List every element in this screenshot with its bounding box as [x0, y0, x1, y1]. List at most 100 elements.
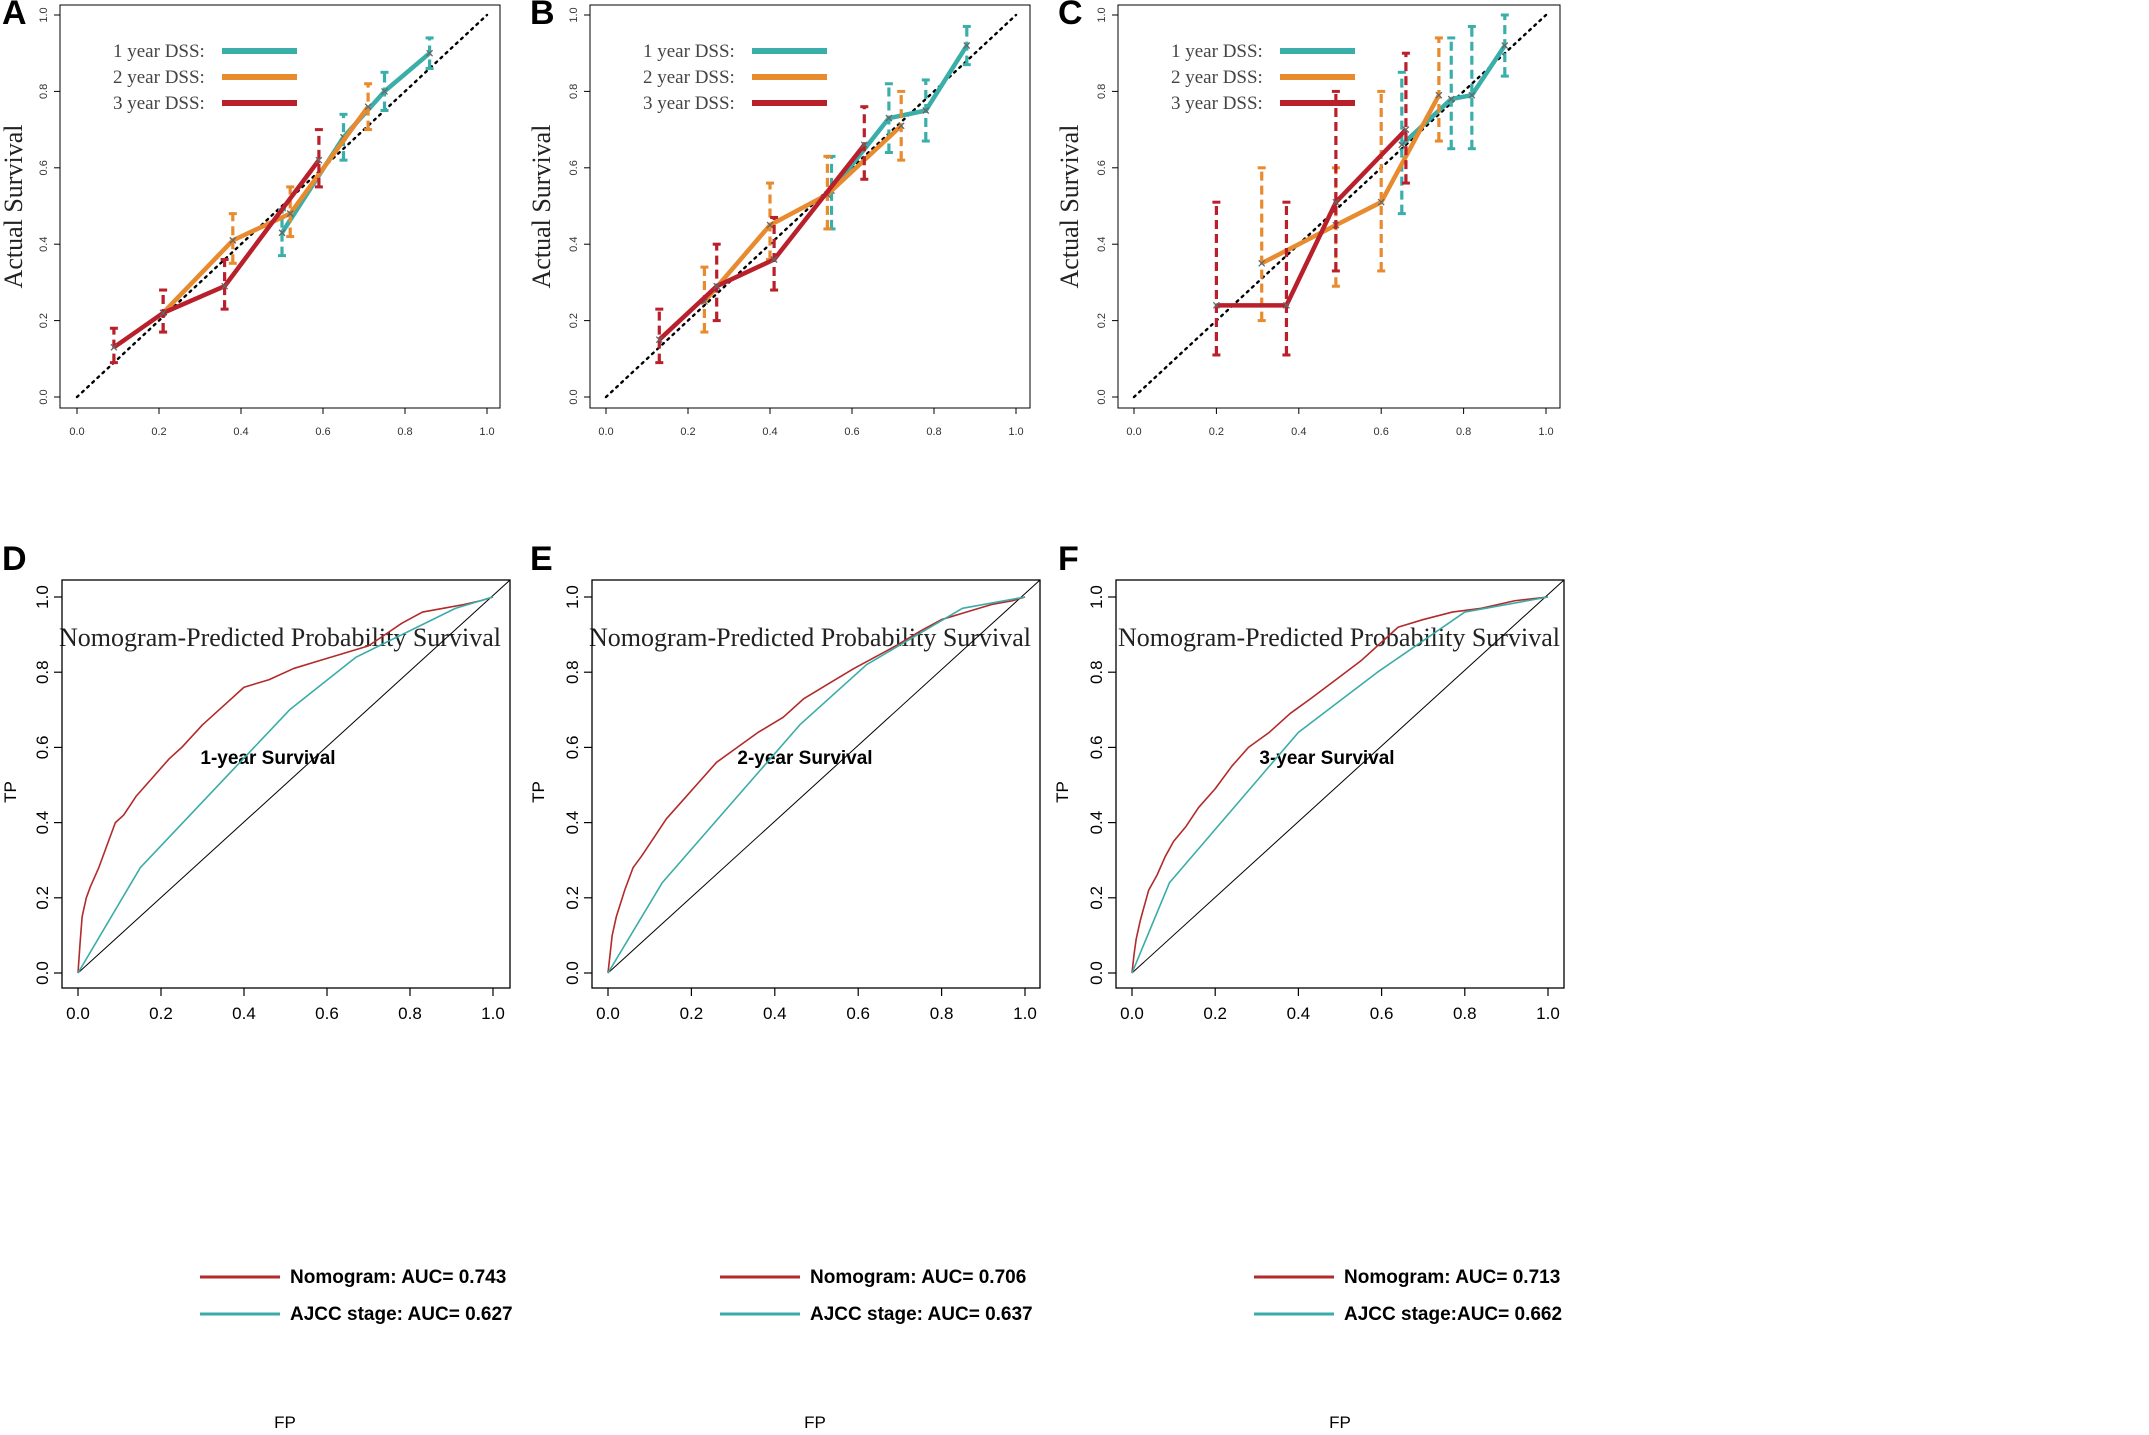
- x-axis-label: FP: [1329, 1413, 1351, 1432]
- y-tick-label: 0.2: [33, 886, 52, 910]
- legend-label-nomogram: Nomogram: AUC= 0.706: [810, 1267, 1026, 1288]
- year2-point-marker: [766, 221, 774, 229]
- legend-label-year2: 2 year DSS:: [1171, 67, 1263, 88]
- plot-frame: [589, 4, 1031, 409]
- y-tick-label: 0.0: [38, 389, 50, 404]
- year1-calibration-line: [1400, 44, 1507, 147]
- roc-panel-e: E 2-year Survival 0.0 0.2 0.4 0.6 0.8 1.0 0.0 0.2…: [529, 540, 1041, 1432]
- y-axis-label: Actual Survival: [527, 125, 556, 289]
- x-tick-label: 0.8: [398, 1004, 422, 1023]
- y-tick-label: 1.0: [1087, 585, 1106, 609]
- y-tick-label: 0.0: [1096, 389, 1108, 404]
- year1-point-marker: [381, 87, 388, 95]
- plot-frame: [59, 4, 501, 409]
- year2-point-marker: [286, 210, 294, 218]
- y-tick-label: 0.6: [563, 736, 582, 760]
- x-tick-label: 0.2: [151, 426, 166, 438]
- year3-calibration-line: [657, 143, 867, 342]
- y-tick-label: 1.0: [563, 585, 582, 609]
- y-tick-label: 0.8: [568, 84, 580, 99]
- y-axis-label: Actual Survival: [1055, 125, 1084, 289]
- year3-point-marker: [713, 282, 721, 290]
- year3-calibration-line: [112, 158, 321, 350]
- y-tick-label: 0.4: [563, 811, 582, 835]
- x-axis-label: FP: [274, 1413, 296, 1432]
- panel-letter-b: B: [530, 0, 555, 32]
- x-tick-label: 0.6: [1370, 1004, 1394, 1023]
- plot-frame: [591, 579, 1041, 989]
- y-tick-label: 1.0: [33, 585, 52, 609]
- x-tick-label: 1.0: [1538, 426, 1553, 438]
- y-tick-label: 0.8: [1087, 660, 1106, 684]
- legend-label-ajcc: AJCC stage: AUC= 0.637: [810, 1304, 1033, 1325]
- legend-label-year1: 1 year DSS:: [1171, 41, 1263, 62]
- year1-point-marker: [426, 49, 434, 57]
- x-tick-label: 0.4: [762, 426, 777, 438]
- x-tick-label: 0.6: [846, 1004, 870, 1023]
- y-tick-label: 0.2: [563, 886, 582, 910]
- year1-point-marker: [1501, 42, 1509, 50]
- x-axis-label: FP: [804, 1413, 826, 1432]
- x-tick-label: 0.2: [680, 1004, 704, 1023]
- panel-letter-d: D: [2, 540, 27, 578]
- x-tick-label: 0.2: [680, 426, 695, 438]
- year2-calibration-line: [1260, 94, 1441, 266]
- roc-panel-f: F 3-year Survival 0.0 0.2 0.4 0.6 0.8 1.0 0.0 0.2…: [1053, 540, 1565, 1432]
- reference-line: [1132, 13, 1548, 399]
- chart-title: 3-year Survival: [1259, 748, 1394, 769]
- legend-label-year2: 2 year DSS:: [113, 67, 205, 88]
- roc-panel-d: D 1-year Survival 0.0 0.2 0.4 0.6 0.8 1.0 0.0 0.2…: [1, 540, 513, 1432]
- legend-label-nomogram: Nomogram: AUC= 0.713: [1344, 1267, 1560, 1288]
- y-tick-label: 0.0: [568, 389, 580, 404]
- x-tick-label: 0.8: [1456, 426, 1471, 438]
- legend-label-year3: 3 year DSS:: [643, 93, 735, 114]
- year2-point-marker: [1258, 259, 1266, 267]
- nomogram-roc-curve: [607, 596, 1026, 974]
- year3-point-marker: [1402, 126, 1410, 134]
- year3-point-marker: [655, 336, 663, 344]
- x-axis-label: Nomogram-Predicted Probability Survival: [59, 623, 501, 652]
- y-tick-label: 0.4: [568, 237, 580, 252]
- y-tick-label: 0.0: [563, 961, 582, 985]
- reference-diagonal: [77, 579, 511, 974]
- y-tick-label: 0.4: [33, 811, 52, 835]
- plot-frame: [1115, 579, 1565, 989]
- y-tick-label: 0.4: [38, 237, 50, 252]
- legend-label-ajcc: AJCC stage: AUC= 0.627: [290, 1304, 513, 1325]
- plot-frame: [1117, 4, 1561, 409]
- year1-point-marker: [963, 42, 971, 50]
- year2-point-marker: [1377, 198, 1385, 206]
- ajcc-roc-curve: [77, 596, 494, 974]
- x-tick-label: 1.0: [479, 426, 494, 438]
- y-tick-label: 1.0: [568, 7, 580, 22]
- y-tick-label: 0.8: [38, 84, 50, 99]
- calibration-panel-a: A 0.0 0.2 0.4 0.6 0.8 1.0 0.0 0.2 0.4 0.6 0.8 1.0 Nom…: [0, 0, 501, 652]
- x-tick-label: 0.2: [1209, 426, 1224, 438]
- year1-calibration-line: [829, 44, 969, 193]
- x-tick-label: 0.4: [233, 426, 248, 438]
- y-tick-label: 0.8: [33, 660, 52, 684]
- x-tick-label: 0.4: [232, 1004, 256, 1023]
- y-tick-label: 0.2: [1096, 313, 1108, 328]
- y-tick-label: 0.6: [33, 736, 52, 760]
- x-tick-label: 0.6: [1374, 426, 1389, 438]
- y-tick-label: 0.2: [1087, 886, 1106, 910]
- y-tick-label: 0.4: [1087, 811, 1106, 835]
- y-tick-label: 0.8: [1096, 84, 1108, 99]
- x-tick-label: 0.6: [844, 426, 859, 438]
- chart-title: 1-year Survival: [200, 748, 335, 769]
- x-tick-label: 0.4: [1287, 1004, 1311, 1023]
- y-tick-label: 0.6: [568, 160, 580, 175]
- x-axis-label: Nomogram-Predicted Probability Survival: [589, 623, 1031, 652]
- y-tick-label: 0.6: [1087, 736, 1106, 760]
- panel-letter-a: A: [2, 0, 27, 32]
- nomogram-roc-curve: [1131, 596, 1549, 974]
- x-tick-label: 1.0: [1536, 1004, 1560, 1023]
- y-axis-label: TP: [1, 781, 20, 803]
- y-tick-label: 1.0: [38, 7, 50, 22]
- calibration-panel-c: C 0.0 0.2 0.4 0.6 0.8 1.0 0.0 0.2 0.4 0.6 0.8 1.0 Nom…: [1055, 0, 1561, 652]
- panel-letter-c: C: [1058, 0, 1083, 32]
- y-tick-label: 0.6: [38, 160, 50, 175]
- year1-point-marker: [1398, 141, 1406, 149]
- year2-point-marker: [364, 103, 372, 111]
